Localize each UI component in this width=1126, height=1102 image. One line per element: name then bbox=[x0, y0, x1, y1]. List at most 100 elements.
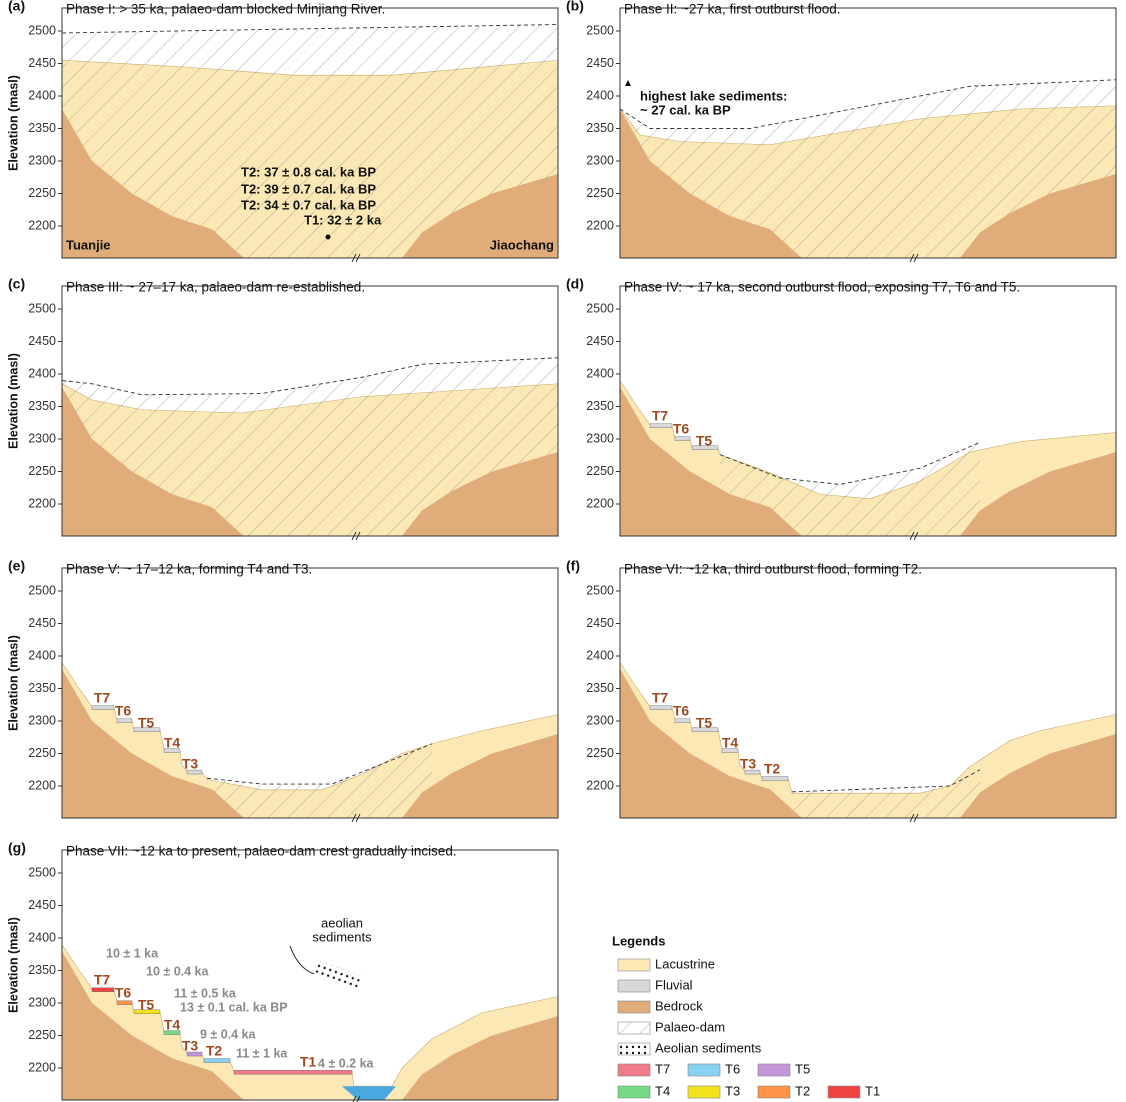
frame bbox=[61, 567, 559, 819]
legend-label: T4 bbox=[655, 1083, 670, 1098]
terrace-deposit bbox=[721, 748, 739, 753]
palaeo-dam bbox=[720, 442, 980, 536]
break bbox=[355, 813, 361, 823]
y-tick-label: 2450 bbox=[586, 616, 614, 630]
cross-section bbox=[62, 661, 558, 818]
break bbox=[909, 531, 915, 541]
frame bbox=[61, 7, 559, 259]
y-tick-label: 2400 bbox=[28, 648, 56, 662]
annotation: T5 bbox=[138, 715, 155, 731]
y-tick-label: 2500 bbox=[586, 301, 614, 315]
terrace-deposit bbox=[674, 718, 691, 723]
panel-title: Phase VI: ~12 ka, third outburst flood, … bbox=[624, 562, 922, 577]
annotation: 13 ± 0.1 cal. ka BP bbox=[180, 1000, 288, 1014]
annotation: T3 bbox=[740, 756, 757, 772]
y-tick-label: 2250 bbox=[28, 186, 56, 200]
terrace-deposit bbox=[163, 1030, 181, 1035]
terrace-deposit bbox=[91, 705, 115, 710]
annotation: T7 bbox=[94, 972, 111, 988]
legend: Legends Lacustrine Fluvial Bedrock Palaeo-da… bbox=[612, 933, 880, 1098]
frame bbox=[61, 849, 559, 1101]
bedrock bbox=[62, 387, 244, 536]
y-tick-label: 2450 bbox=[28, 616, 56, 630]
annotation: T4 bbox=[164, 1017, 181, 1033]
annotation: ~ 27 cal. ka BP bbox=[640, 102, 731, 117]
legend-swatch bbox=[617, 1063, 651, 1077]
terrace-deposit bbox=[691, 727, 719, 733]
arrow bbox=[289, 945, 315, 975]
y-tick-label: 2300 bbox=[28, 995, 56, 1009]
bedrock bbox=[62, 951, 244, 1100]
break bbox=[352, 1095, 357, 1102]
y-tick-label: 2300 bbox=[586, 713, 614, 727]
frame bbox=[619, 7, 1117, 259]
legend-swatch bbox=[687, 1063, 721, 1077]
break bbox=[355, 531, 361, 541]
break bbox=[356, 1095, 361, 1102]
y-tick-label: 2250 bbox=[586, 464, 614, 478]
legend-label: Bedrock bbox=[655, 998, 703, 1013]
bedrock bbox=[402, 734, 558, 818]
terrace-deposit bbox=[133, 727, 161, 733]
y-tick-label: 2200 bbox=[28, 778, 56, 792]
bedrock bbox=[402, 1016, 558, 1100]
break bbox=[909, 813, 915, 823]
annotation: T6 bbox=[673, 703, 690, 719]
dam-crest bbox=[62, 24, 558, 34]
y-tick-label: 2350 bbox=[28, 399, 56, 413]
legend-swatch bbox=[617, 1000, 651, 1014]
panel-title: Phase V: ~ 17–12 ka, forming T4 and T3. bbox=[66, 562, 312, 577]
y-tick-label: 2350 bbox=[28, 963, 56, 977]
y-tick-label: 2350 bbox=[586, 399, 614, 413]
y-tick-label: 2350 bbox=[586, 681, 614, 695]
annotation: T6 bbox=[115, 985, 132, 1001]
bedrock bbox=[960, 734, 1116, 818]
break bbox=[913, 531, 919, 541]
legend-label: T5 bbox=[795, 1061, 810, 1076]
terrace-deposit bbox=[649, 423, 673, 428]
legend-swatch bbox=[617, 958, 651, 972]
y-tick-label: 2500 bbox=[28, 865, 56, 879]
panel-title: Phase III: ~ 27–17 ka, palaeo-dam re-est… bbox=[66, 280, 365, 295]
y-tick-label: 2500 bbox=[28, 301, 56, 315]
break bbox=[351, 531, 357, 541]
break bbox=[351, 813, 357, 823]
cross-section bbox=[620, 379, 1116, 536]
bedrock bbox=[620, 669, 802, 818]
legend-swatch bbox=[757, 1063, 791, 1077]
cross-section bbox=[620, 661, 1116, 818]
palaeo-dam bbox=[207, 743, 432, 818]
annotation: T5 bbox=[696, 433, 713, 449]
legend-label: T3 bbox=[725, 1083, 740, 1098]
sample bbox=[625, 80, 631, 86]
annotation: 11 ± 0.5 ka bbox=[174, 986, 237, 1000]
break bbox=[909, 253, 915, 263]
cross-section bbox=[62, 357, 558, 536]
y-tick-label: 2400 bbox=[586, 88, 614, 102]
frame bbox=[61, 285, 559, 537]
legend-label: T1 bbox=[865, 1083, 880, 1098]
y-tick-label: 2350 bbox=[586, 121, 614, 135]
y-tick-label: 2400 bbox=[28, 930, 56, 944]
terrace-deposit bbox=[186, 769, 203, 775]
panel-letter: (e) bbox=[8, 558, 25, 574]
y-tick-label: 2250 bbox=[28, 1028, 56, 1042]
legend-swatch bbox=[687, 1085, 721, 1099]
annotation: Tuanjie bbox=[66, 237, 111, 252]
frame bbox=[619, 285, 1117, 537]
legend-label: T2 bbox=[795, 1083, 810, 1098]
panel-letter: (d) bbox=[566, 276, 584, 292]
aeolian-sediments bbox=[314, 960, 362, 990]
y-tick-label: 2400 bbox=[586, 366, 614, 380]
panel: 2200 2250 2300 2350 2400 2450 2500(d) Phase IV:… bbox=[566, 276, 1117, 541]
annotation: 10 ± 1 ka bbox=[106, 946, 159, 960]
annotation: T2: 39 ± 0.7 cal. ka BP bbox=[241, 181, 376, 196]
y-tick-label: 2300 bbox=[28, 431, 56, 445]
annotation: aeolian bbox=[321, 915, 363, 930]
y-tick-label: 2250 bbox=[586, 746, 614, 760]
legend-swatch bbox=[617, 1085, 651, 1099]
panel: 2200 2250 2300 2350 2400 2450 2500 Elevation (m… bbox=[6, 558, 559, 823]
break bbox=[913, 813, 919, 823]
dam-crest bbox=[620, 79, 1116, 129]
terrace-deposit bbox=[649, 705, 673, 710]
